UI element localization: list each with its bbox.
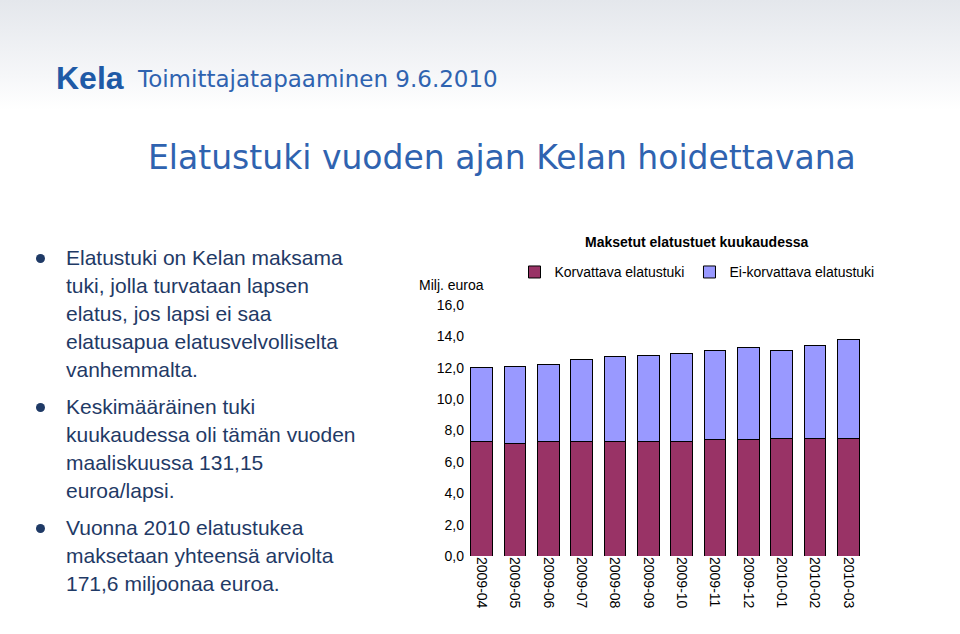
svg-text:2009-09: 2009-09 — [641, 557, 657, 609]
svg-text:6,0: 6,0 — [445, 454, 465, 470]
html-text:kuukaudessa oli tämän vuoden: kuukaudessa oli tämän vuoden — [66, 423, 356, 446]
html-text:Toimittajatapaaminen 9.6.2010: Toimittajatapaaminen 9.6.2010 — [138, 66, 498, 92]
html-text:elatusapua elatusvelvolliselta: elatusapua elatusvelvolliselta — [66, 330, 338, 353]
html-text:Kela: Kela — [56, 60, 124, 96]
svg-text:8,0: 8,0 — [445, 422, 465, 438]
svg-text:12,0: 12,0 — [437, 360, 464, 376]
svg-text:10,0: 10,0 — [437, 391, 464, 407]
svg-text:2010-01: 2010-01 — [774, 557, 790, 609]
html-text:vanhemmalta.: vanhemmalta. — [66, 358, 198, 381]
html-text:Elatustuki vuoden ajan Kelan h: Elatustuki vuoden ajan Kelan hoidettavan… — [148, 138, 856, 177]
svg-text:2009-12: 2009-12 — [741, 557, 757, 609]
svg-text:2009-08: 2009-08 — [607, 557, 623, 609]
svg-text:2010-03: 2010-03 — [841, 557, 857, 609]
svg-text:Maksetut elatustuet kuukaudess: Maksetut elatustuet kuukaudessa — [585, 234, 809, 250]
html-text:Elatustuki on Kelan maksama: Elatustuki on Kelan maksama — [66, 246, 343, 269]
svg-text:Korvattava elatustuki: Korvattava elatustuki — [555, 264, 685, 280]
svg-text:Ei-korvattava elatustuki: Ei-korvattava elatustuki — [729, 264, 874, 280]
html-text:Keskimääräinen tuki: Keskimääräinen tuki — [66, 395, 256, 418]
svg-text:2009-07: 2009-07 — [574, 557, 590, 609]
svg-text:0,0: 0,0 — [445, 548, 465, 564]
svg-text:4,0: 4,0 — [445, 485, 465, 501]
html-text:maaliskuussa 131,15: maaliskuussa 131,15 — [66, 451, 264, 474]
html-text:171,6 miljoonaa euroa.: 171,6 miljoonaa euroa. — [66, 572, 280, 595]
svg-text:Milj. euroa: Milj. euroa — [419, 277, 484, 293]
svg-text:16,0: 16,0 — [437, 297, 464, 313]
svg-text:2010-02: 2010-02 — [807, 557, 823, 609]
svg-text:2009-06: 2009-06 — [541, 557, 557, 609]
svg-text:2,0: 2,0 — [445, 517, 465, 533]
html-text:euroa/lapsi.: euroa/lapsi. — [66, 479, 175, 502]
svg-text:2009-11: 2009-11 — [707, 557, 723, 608]
svg-text:2009-04: 2009-04 — [474, 557, 490, 609]
svg-text:2009-10: 2009-10 — [674, 557, 690, 609]
svg-text:2009-05: 2009-05 — [507, 557, 523, 609]
html-text:Vuonna 2010 elatustukea: Vuonna 2010 elatustukea — [66, 516, 304, 539]
html-text:tuki, jolla turvataan lapsen: tuki, jolla turvataan lapsen — [66, 274, 309, 297]
html-text:maksetaan yhteensä arviolta: maksetaan yhteensä arviolta — [66, 544, 334, 567]
html-text:elatus, jos lapsi ei saa: elatus, jos lapsi ei saa — [66, 302, 272, 325]
svg-text:14,0: 14,0 — [437, 328, 464, 344]
